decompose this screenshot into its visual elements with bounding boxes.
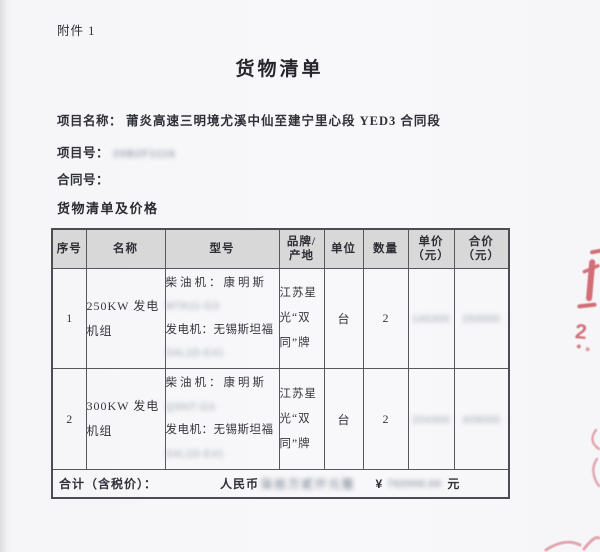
table-row: 2 300KW 发电机组 柴油机：康明斯 QSNT-G3 发电机：无锡斯坦福 S… [51, 368, 510, 470]
col-header-amount: 合价 （元） [453, 228, 510, 269]
page-title: 货物清单 [235, 59, 324, 80]
cell-brand: 江苏星光“双同”牌 [278, 368, 325, 470]
col-header-unit-price: 单价 （元） [407, 228, 455, 269]
col-header-name: 名称 [85, 228, 166, 269]
total-row: 合计（含税价）： 人民币 柒拾万贰仟元整 ¥ 702000.00 元 [51, 469, 510, 499]
generator-model-redacted: S4L1D-E41 [165, 447, 225, 460]
yuan-suffix: 元 [447, 477, 461, 491]
scan-edge-shadow [0, 0, 8, 552]
cell-amount: 293000 [453, 268, 510, 369]
amount-numeric-redacted: 702000.00 [387, 477, 442, 490]
contract-number-row: 合同号： [57, 169, 109, 188]
cell-unit: 台 [323, 268, 364, 369]
engine-model-redacted: MTA11-G3 [165, 300, 220, 312]
project-number-row: 项目号： 20B2F1116 [57, 142, 176, 161]
currency-symbol: ¥ [375, 476, 384, 491]
amount-in-words-redacted: 柒拾万贰仟元整 [261, 478, 356, 491]
currency-word: 人民币 [220, 477, 260, 491]
contract-number-label: 合同号： [57, 173, 110, 187]
project-number-label: 项目号： [57, 146, 110, 160]
section-heading: 货物清单及价格 [57, 201, 159, 216]
attachment-label: 附件 1 [57, 24, 96, 38]
col-header-unit: 单位 [323, 228, 364, 269]
col-header-model: 型号 [164, 228, 280, 269]
cell-model: 柴油机：康明斯 QSNT-G3 发电机：无锡斯坦福 S4L1D-E41 [164, 368, 280, 470]
project-name-label: 项目名称： [57, 114, 123, 128]
red-stamp-fragment-icon [544, 528, 600, 552]
cell-seq: 1 [51, 268, 87, 369]
total-cell: 合计（含税价）： 人民币 柒拾万贰仟元整 ¥ 702000.00 元 [51, 469, 510, 499]
cell-unit-price: 146300 [407, 268, 455, 369]
cell-seq: 2 [51, 368, 87, 470]
cell-model: 柴油机：康明斯 MTA11-G3 发电机：无锡斯坦福 S4L1D-E41 [164, 268, 280, 369]
col-header-seq: 序号 [51, 228, 87, 269]
project-number-value-redacted: 20B2F1116 [113, 148, 176, 160]
cell-brand: 江苏星光“双同”牌 [278, 268, 325, 369]
engine-label: 柴油机：康明斯 [165, 377, 267, 389]
col-header-qty: 数量 [362, 228, 409, 269]
total-label: 合计（含税价）： [59, 477, 158, 491]
cell-unit: 台 [323, 368, 364, 470]
generator-label: 发电机：无锡斯坦福 [165, 323, 274, 336]
generator-label: 发电机：无锡斯坦福 [165, 424, 274, 436]
col-header-brand: 品牌/产地 [278, 228, 325, 269]
project-name-value: 莆炎高速三明境尤溪中仙至建宁里心段 YED3 合同段 [126, 114, 441, 128]
cell-name: 250KW 发电机组 [85, 268, 166, 369]
engine-label: 柴油机：康明斯 [165, 276, 267, 289]
table-row: 1 250KW 发电机组 柴油机：康明斯 MTA11-G3 发电机：无锡斯坦福 … [51, 268, 510, 369]
cell-qty: 2 [362, 368, 409, 470]
engine-model-redacted: QSNT-G3 [165, 400, 216, 413]
red-stamp-fragment-icon: 2 [569, 245, 600, 353]
cell-name: 300KW 发电机组 [85, 368, 166, 470]
svg-text:2: 2 [574, 320, 588, 344]
cell-amount: 409000 [453, 368, 510, 470]
project-name-row: 项目名称： 莆炎高速三明境尤溪中仙至建宁里心段 YED3 合同段 [57, 110, 441, 129]
red-stamp-fragment-icon [584, 428, 600, 488]
goods-table: 序号 名称 型号 品牌/产地 单位 数量 单价 （元） 合价 （元） 1 250KW… [51, 228, 510, 499]
generator-model-redacted: S4L1D-E41 [165, 347, 225, 359]
goods-table-header: 序号 名称 型号 品牌/产地 单位 数量 单价 （元） 合价 （元） [51, 228, 510, 269]
cell-unit-price: 204300 [407, 368, 455, 470]
cell-qty: 2 [362, 268, 409, 369]
